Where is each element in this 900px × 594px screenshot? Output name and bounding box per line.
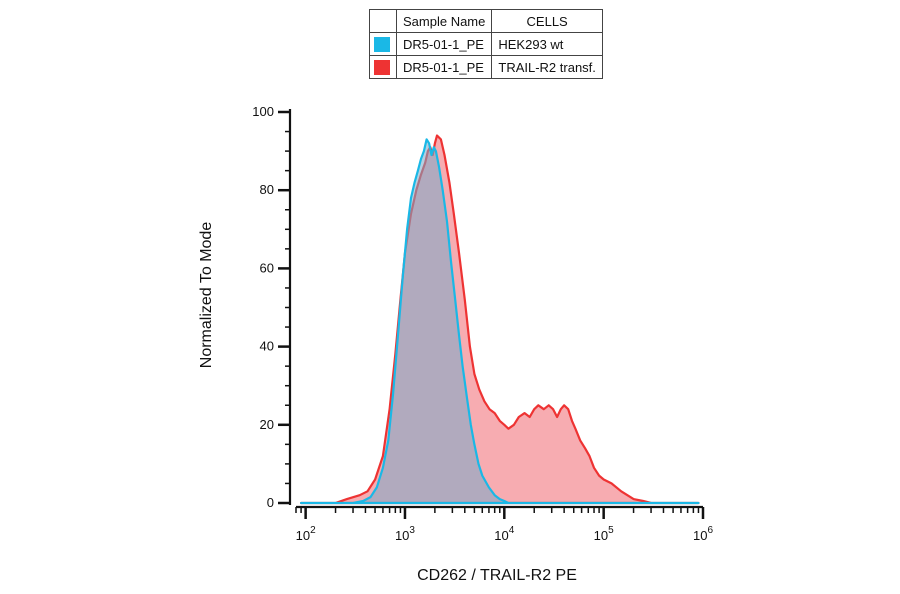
- x-tick-label: 102: [296, 525, 316, 543]
- legend-cells-name: HEK293 wt: [491, 32, 603, 56]
- y-tick-label: 100: [252, 104, 274, 119]
- series-hek293-wt: [300, 138, 700, 505]
- legend-row: DR5-01-1_PE TRAIL-R2 transf.: [369, 55, 603, 79]
- y-tick-label: 40: [260, 339, 274, 354]
- axis-layer: 0 20 40 60 80 100 102 103 104 105 106: [252, 104, 713, 543]
- x-tick-label: 106: [693, 525, 713, 543]
- legend-swatch-trail-r2: [374, 60, 390, 76]
- y-axis-title: Normalized To Mode: [198, 222, 215, 369]
- legend-swatch-cell: [369, 32, 397, 56]
- legend-swatch-cell: [369, 55, 397, 79]
- y-tick-label: 80: [260, 182, 274, 197]
- x-tick-label: 105: [594, 525, 614, 543]
- y-tick-label: 0: [267, 495, 274, 510]
- legend-row: DR5-01-1_PE HEK293 wt: [369, 32, 603, 56]
- x-tick-label: 103: [395, 525, 415, 543]
- legend-cells-name: TRAIL-R2 transf.: [491, 55, 603, 79]
- x-tick-label: 104: [494, 525, 514, 543]
- series-layer: [300, 134, 700, 505]
- y-tick-label: 20: [260, 417, 274, 432]
- legend-swatch-hek293: [374, 37, 390, 53]
- legend-table: Sample Name CELLS DR5-01-1_PE HEK293 wt …: [369, 9, 603, 79]
- x-axis-title: CD262 / TRAIL-R2 PE: [417, 567, 577, 584]
- series-trail-r2-transf: [300, 134, 700, 505]
- y-tick-label: 60: [260, 260, 274, 275]
- legend-sample-name: DR5-01-1_PE: [395, 55, 493, 79]
